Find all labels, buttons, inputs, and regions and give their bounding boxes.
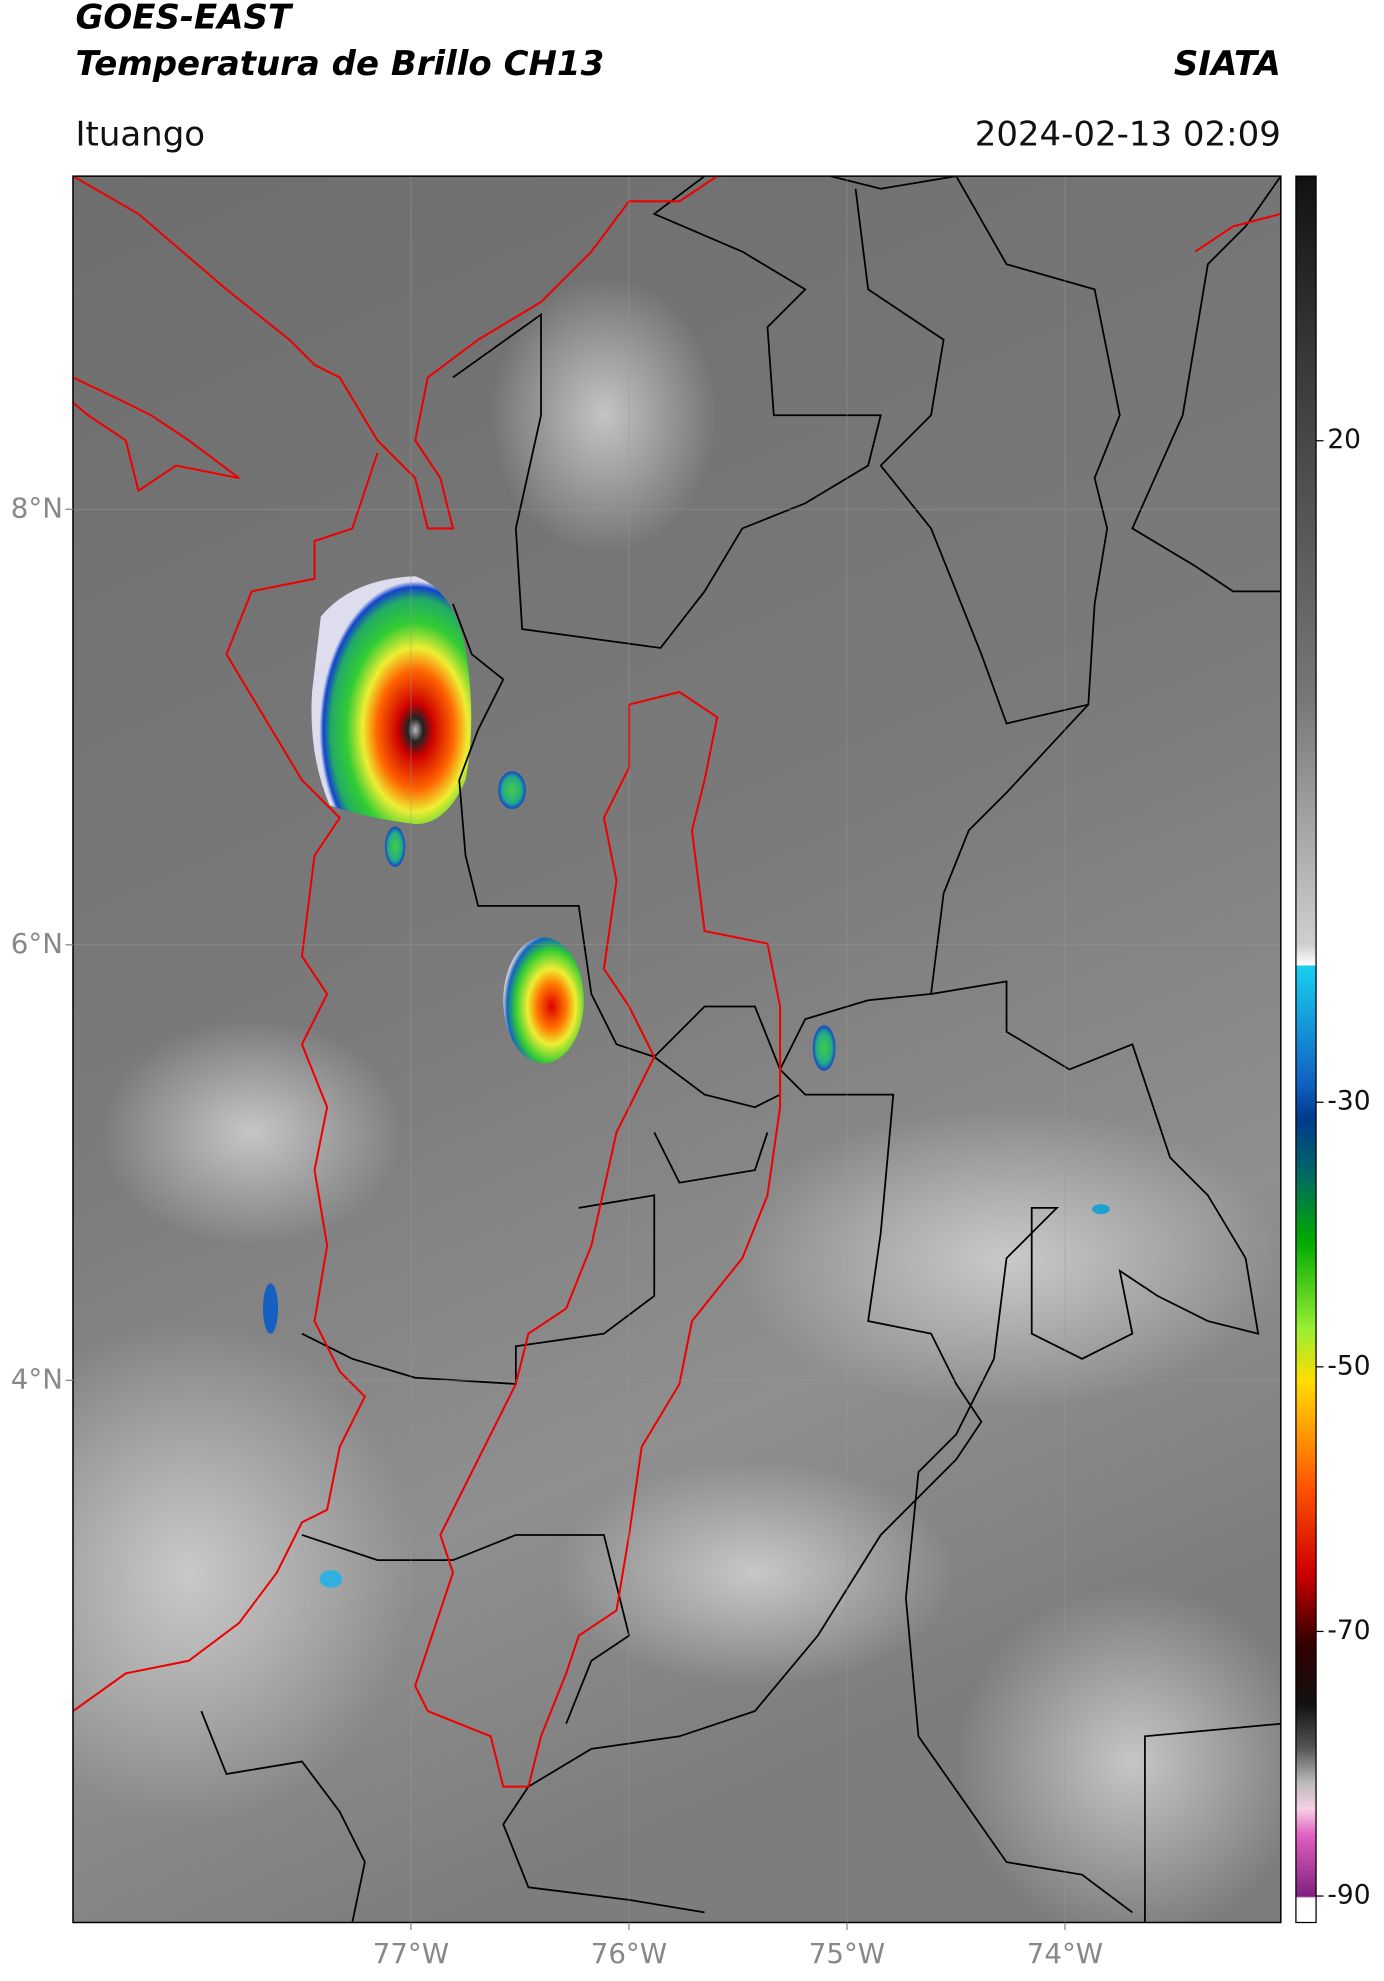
cloud xyxy=(729,1107,1281,1410)
cloud xyxy=(72,1321,416,1825)
lon-tick-label: 77°W xyxy=(373,1937,449,1970)
graticule xyxy=(72,176,1281,1923)
coastline-and-region xyxy=(72,176,1281,1788)
lat-tick-label: 6°N xyxy=(11,927,63,960)
cloud xyxy=(100,1019,403,1246)
location: Ituango xyxy=(75,114,205,154)
storm-cell xyxy=(319,1570,343,1588)
lat-tick-label: 8°N xyxy=(11,491,63,524)
colorbar-tick-label: -50 xyxy=(1327,1350,1370,1381)
cloud xyxy=(553,1459,957,1686)
storm-cell xyxy=(503,937,584,1064)
storm-cell xyxy=(1092,1204,1110,1215)
map-frame xyxy=(72,175,1282,1924)
subtitle: Temperatura de Brillo CH13 xyxy=(75,44,604,84)
lon-tick-label: 76°W xyxy=(591,1937,667,1970)
colorbar-tick-label: 20 xyxy=(1327,424,1361,455)
title: GOES-EAST xyxy=(75,0,293,37)
agency: SIATA xyxy=(1174,44,1281,84)
storm-cell xyxy=(262,1283,279,1334)
storm-cell xyxy=(812,1025,836,1071)
colorbar-tick-label: -90 xyxy=(1327,1880,1370,1911)
storm-cell xyxy=(498,771,526,810)
map-image xyxy=(72,176,1281,1923)
colorbar-tick-label: -70 xyxy=(1327,1615,1370,1646)
colorbar xyxy=(1295,175,1317,1924)
lat-tick-label: 4°N xyxy=(11,1362,63,1395)
admin-borders xyxy=(200,176,1281,1923)
storm-cell xyxy=(311,576,472,825)
colorbar-tick-label: -30 xyxy=(1327,1086,1370,1117)
cloud xyxy=(490,276,718,554)
datetime: 2024-02-13 02:09 xyxy=(975,114,1281,154)
cloud xyxy=(956,1585,1281,1923)
storm-cell xyxy=(385,826,406,867)
lon-tick-label: 74°W xyxy=(1027,1937,1103,1970)
lon-tick-label: 75°W xyxy=(809,1937,885,1970)
